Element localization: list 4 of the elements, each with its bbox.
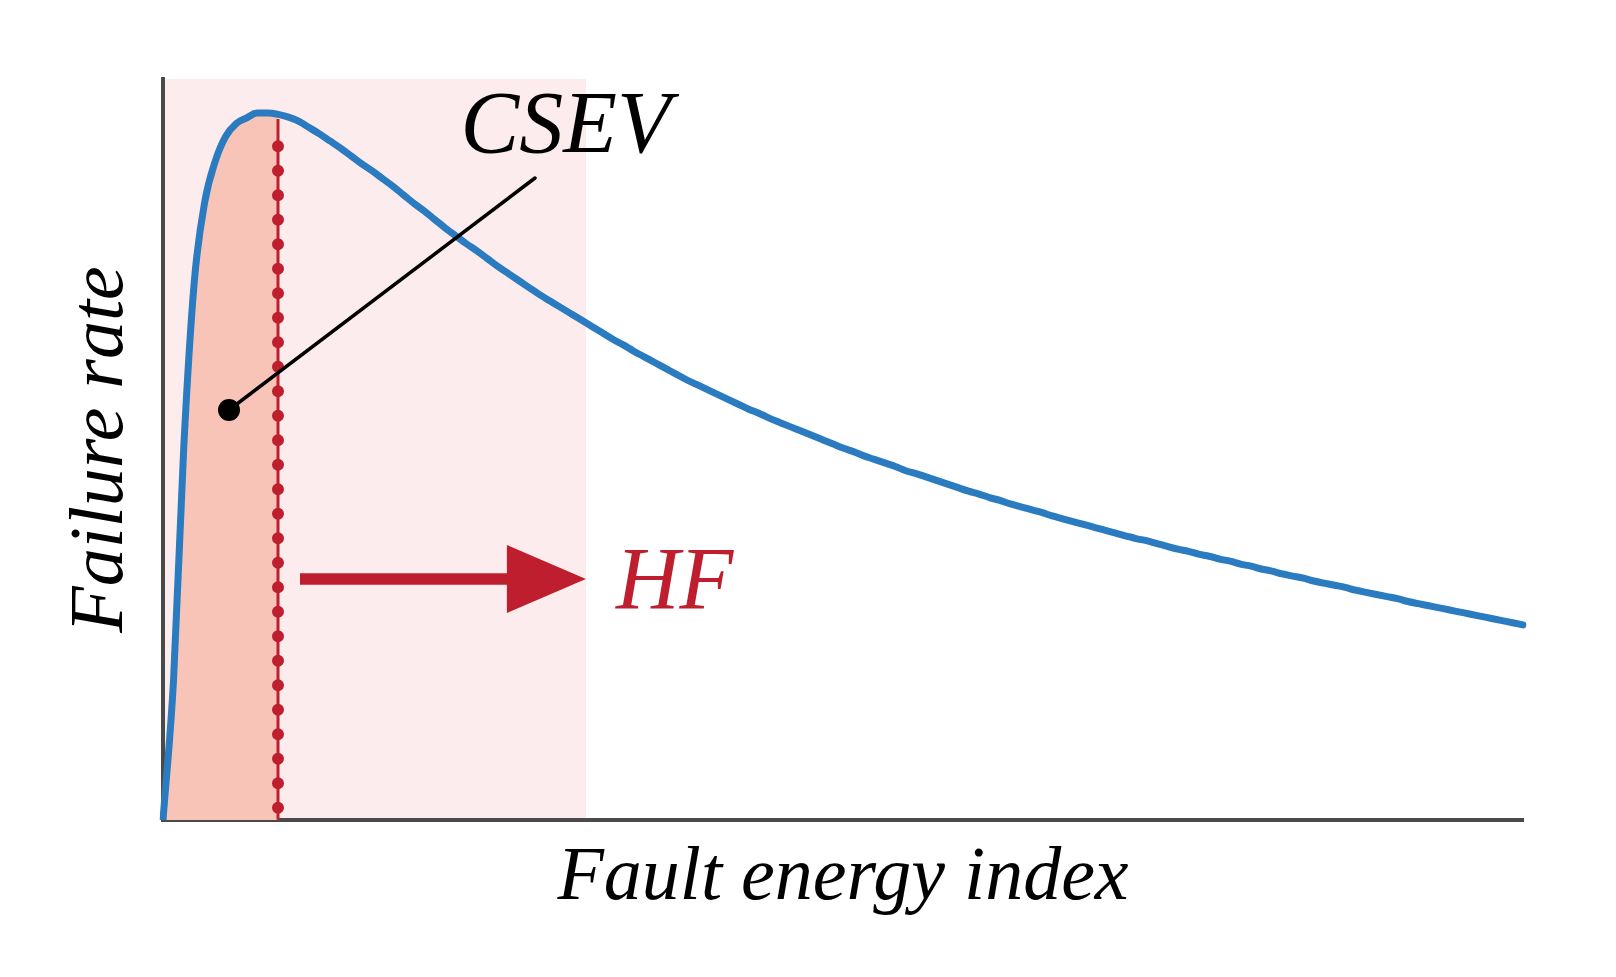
text: CSEV bbox=[460, 73, 681, 171]
annotation: HF bbox=[614, 530, 735, 628]
y-axis-title: Failure rate bbox=[53, 266, 138, 634]
x-axis-title: Fault energy index bbox=[556, 830, 1129, 915]
